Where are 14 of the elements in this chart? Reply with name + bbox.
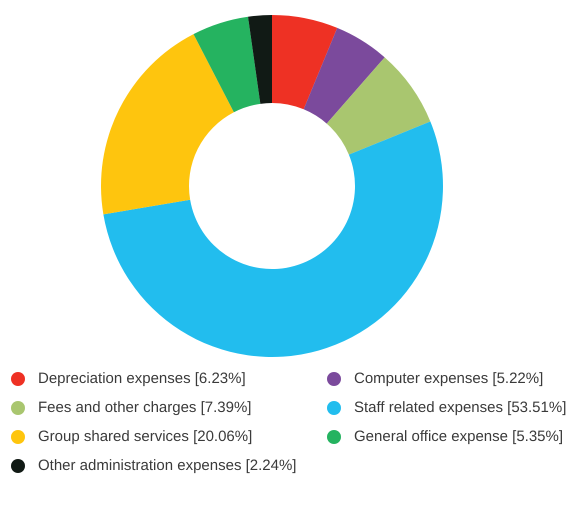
donut-slice	[326, 57, 430, 155]
legend-label: Staff related expenses [53.51%]	[354, 399, 566, 416]
legend-label: Computer expenses [5.22%]	[354, 370, 544, 387]
donut-slice	[103, 121, 443, 357]
legend-label: General office expense [5.35%]	[354, 428, 564, 445]
donut-slice	[101, 34, 234, 214]
legend-label: Other administration expenses [2.24%]	[38, 457, 296, 474]
donut-slice	[248, 15, 272, 104]
donut-slice	[272, 15, 338, 110]
legend-label: Group shared services [20.06%]	[38, 428, 252, 445]
legend-label: Fees and other charges [7.39%]	[38, 399, 252, 416]
donut-slice	[304, 28, 385, 124]
donut-slice	[194, 16, 260, 112]
legend-label: Depreciation expenses [6.23%]	[38, 370, 246, 387]
